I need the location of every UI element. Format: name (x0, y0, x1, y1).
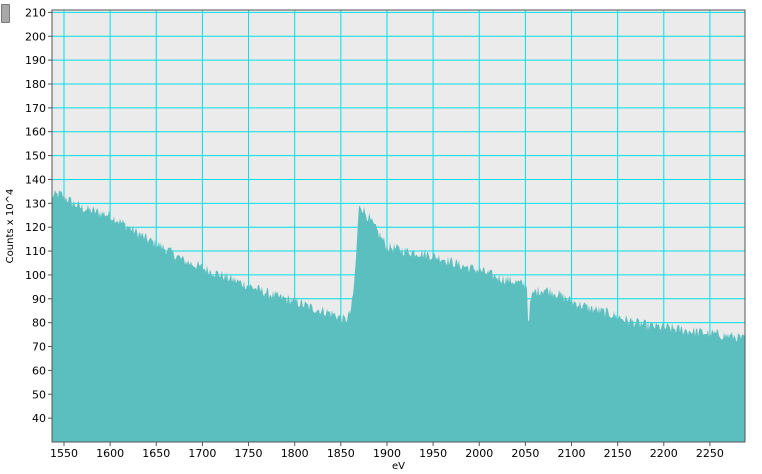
x-tick-label-11: 2100 (558, 447, 586, 460)
y-axis-ticks: 40 50 60 70 80 90 100 110 120 130 140 150 160 170 180 1… (25, 6, 52, 425)
x-tick-label-6: 1850 (327, 447, 355, 460)
x-tick-label-2: 1650 (142, 447, 170, 460)
panel-resize-handle[interactable] (1, 4, 10, 23)
y-tick-label-17: 210 (25, 6, 46, 19)
y-tick-label-9: 130 (25, 197, 46, 210)
y-tick-label-14: 180 (25, 78, 46, 91)
x-tick-label-9: 2000 (465, 447, 493, 460)
y-tick-label-11: 150 (25, 150, 46, 163)
x-tick-label-5: 1800 (281, 447, 309, 460)
x-tick-label-7: 1900 (373, 447, 401, 460)
x-axis-ticks: 1550 1600 1650 1700 1750 1800 1850 1900 1950 2000… (50, 442, 724, 460)
y-tick-label-16: 200 (25, 30, 46, 43)
y-tick-label-7: 110 (25, 245, 46, 258)
y-tick-label-0: 40 (32, 412, 46, 425)
x-tick-label-8: 1950 (419, 447, 447, 460)
y-tick-label-8: 120 (25, 221, 46, 234)
x-axis-title: eV (392, 461, 405, 472)
x-tick-label-3: 1700 (188, 447, 216, 460)
plot-border (51, 9, 746, 443)
y-axis-title: Counts x 10^4 (5, 189, 16, 264)
y-tick-label-2: 60 (32, 364, 46, 377)
x-tick-label-10: 2050 (511, 447, 539, 460)
y-tick-label-1: 50 (32, 388, 46, 401)
y-tick-label-13: 170 (25, 102, 46, 115)
x-tick-label-14: 2250 (696, 447, 724, 460)
y-tick-label-5: 90 (32, 293, 46, 306)
x-tick-label-4: 1750 (235, 447, 263, 460)
x-tick-label-1: 1600 (96, 447, 124, 460)
y-tick-label-4: 80 (32, 317, 46, 330)
y-tick-label-12: 160 (25, 126, 46, 139)
spectrum-area (52, 189, 745, 442)
spectrum-area-path (52, 189, 745, 442)
y-tick-label-10: 140 (25, 173, 46, 186)
y-tick-label-6: 100 (25, 269, 46, 282)
x-tick-label-13: 2200 (650, 447, 678, 460)
y-tick-label-3: 70 (32, 341, 46, 354)
y-tick-label-15: 190 (25, 54, 46, 67)
x-tick-label-12: 2150 (604, 447, 632, 460)
x-tick-label-0: 1550 (50, 447, 78, 460)
